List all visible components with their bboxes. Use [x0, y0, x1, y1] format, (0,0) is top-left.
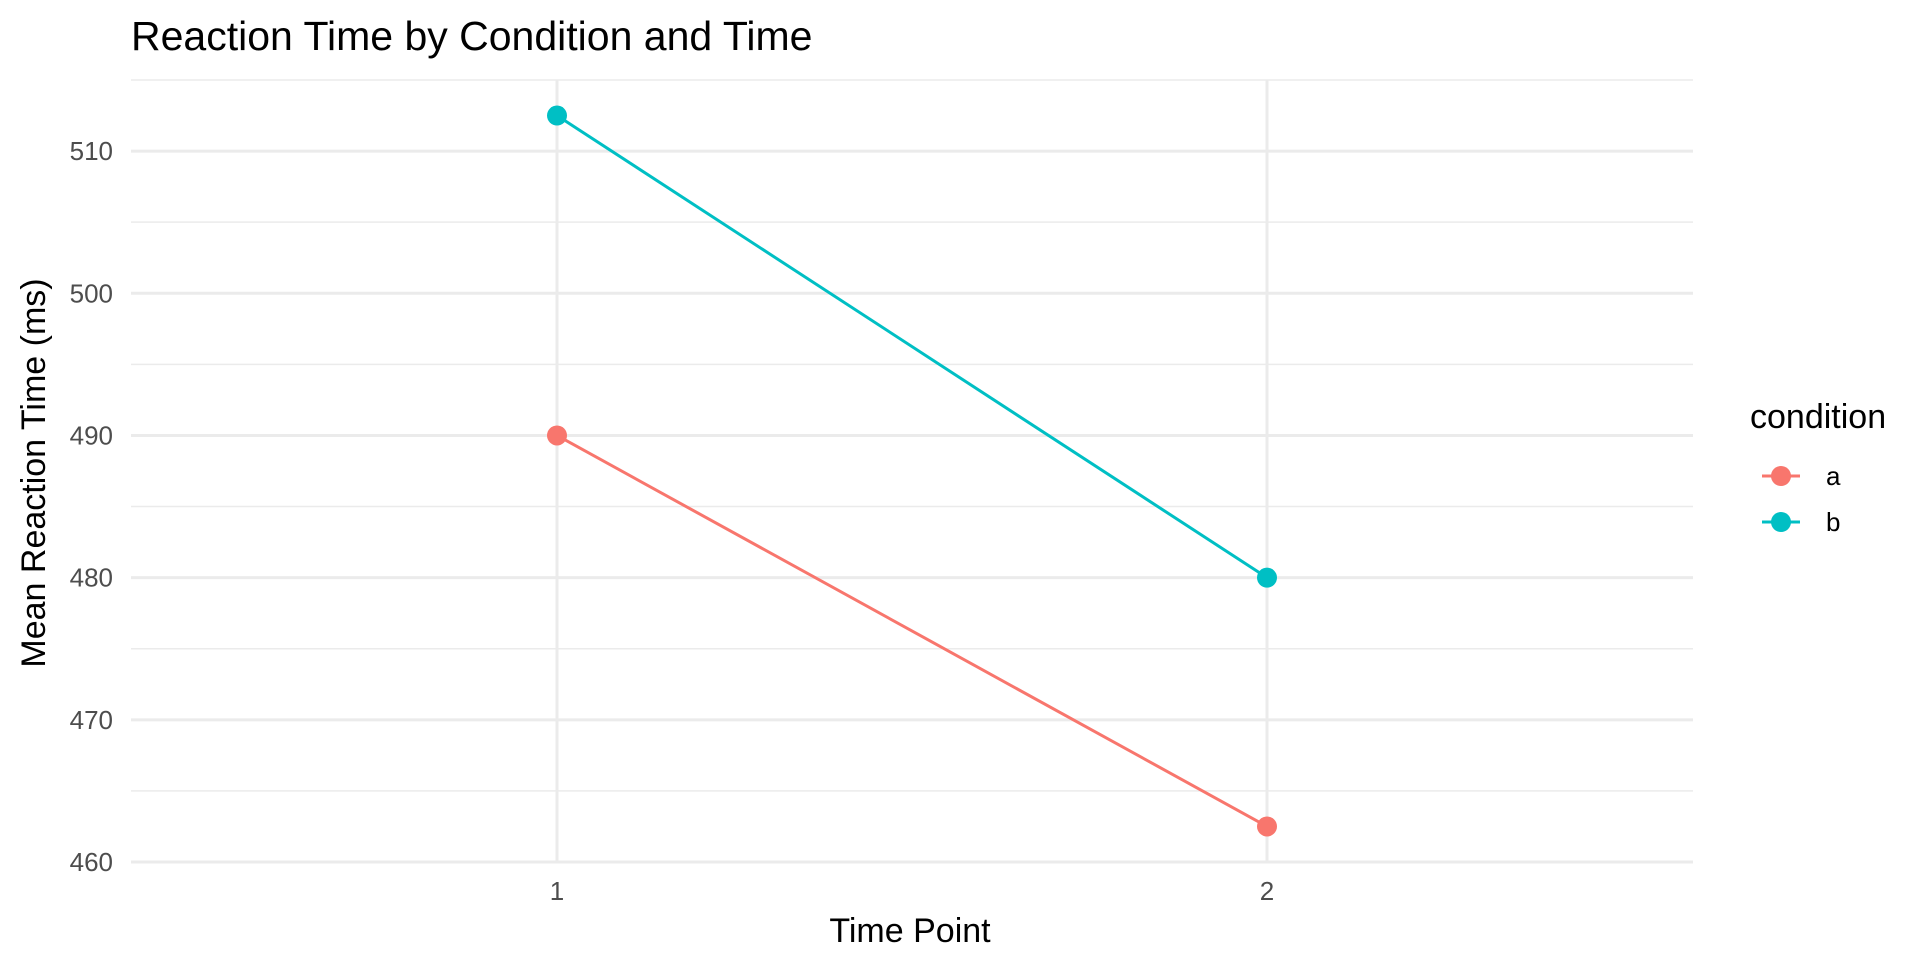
data-point-b [547, 105, 567, 126]
chart-title: Reaction Time by Condition and Time [131, 13, 812, 59]
x-tick-label: 2 [1260, 876, 1274, 906]
y-tick-label: 500 [70, 278, 113, 308]
grid-layer [131, 79, 1693, 864]
legend: condition ab [1750, 398, 1886, 537]
data-point-a [547, 425, 567, 446]
legend-label-a: a [1826, 461, 1841, 491]
y-tick-label: 510 [70, 136, 113, 166]
y-axis-title: Mean Reaction Time (ms) [15, 278, 53, 667]
legend-items: ab [1762, 461, 1841, 537]
legend-key-point-b [1771, 512, 1791, 532]
tick-layer: 460 470 480 490 500 510 1 2 [70, 136, 1275, 906]
legend-label-b: b [1826, 507, 1840, 537]
data-point-b [1257, 567, 1277, 588]
series-line-b [556, 114, 1268, 579]
y-tick-label: 490 [70, 420, 113, 450]
x-tick-label: 1 [550, 876, 564, 906]
data-point-a [1257, 816, 1277, 837]
y-tick-label: 480 [70, 563, 113, 593]
legend-title: condition [1750, 398, 1886, 436]
x-axis-title: Time Point [829, 912, 991, 950]
series-line-a [556, 434, 1268, 828]
legend-key-point-a [1771, 466, 1791, 486]
series-layer [547, 105, 1277, 837]
y-tick-label: 460 [70, 847, 113, 877]
y-tick-label: 470 [70, 705, 113, 735]
